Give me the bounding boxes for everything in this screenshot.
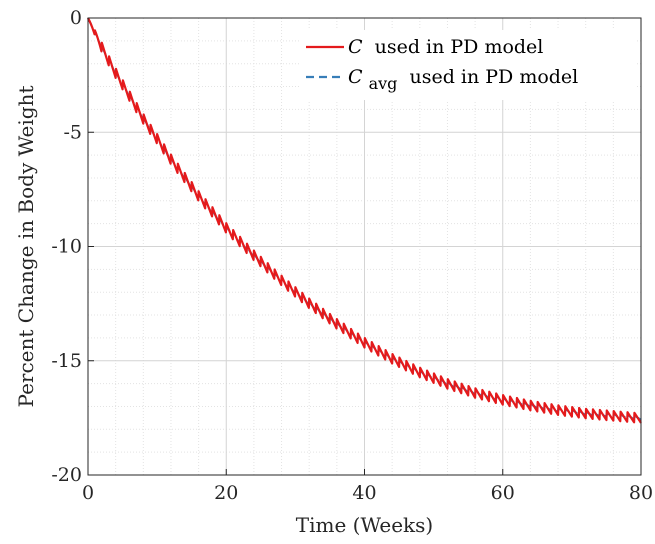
x-tick-label: 20: [214, 482, 238, 504]
legend-box: [300, 30, 636, 100]
y-axis-label: Percent Change in Body Weight: [14, 86, 38, 408]
legend-symbol-cavg: C: [348, 66, 363, 88]
x-axis-ticks: 0 20 40 60 80: [82, 469, 653, 504]
series-line-c: [87, 17, 642, 424]
y-axis-ticks: 0 -5 -10 -15 -20: [51, 7, 94, 486]
legend-symbol-c: C: [348, 36, 363, 58]
legend: C used in PD model C avg used in PD mode…: [300, 30, 636, 100]
series-layer: [87, 17, 642, 424]
legend-entry-c: C used in PD model: [348, 36, 543, 58]
legend-subscript-cavg: avg: [369, 74, 398, 93]
y-tick-label: -5: [63, 121, 82, 143]
x-tick-label: 40: [352, 482, 376, 504]
x-axis-label: Time (Weeks): [296, 513, 433, 537]
y-tick-label: 0: [70, 7, 82, 29]
legend-rest-cavg: used in PD model: [409, 66, 578, 88]
legend-entry-cavg: C avg used in PD model: [348, 66, 578, 94]
x-tick-label: 0: [82, 482, 94, 504]
x-tick-label: 60: [491, 482, 515, 504]
y-tick-label: -15: [51, 350, 82, 372]
legend-rest-c: used in PD model: [375, 36, 544, 58]
y-tick-label: -10: [51, 236, 82, 258]
y-tick-label: -20: [51, 464, 82, 486]
x-tick-label: 80: [629, 482, 653, 504]
